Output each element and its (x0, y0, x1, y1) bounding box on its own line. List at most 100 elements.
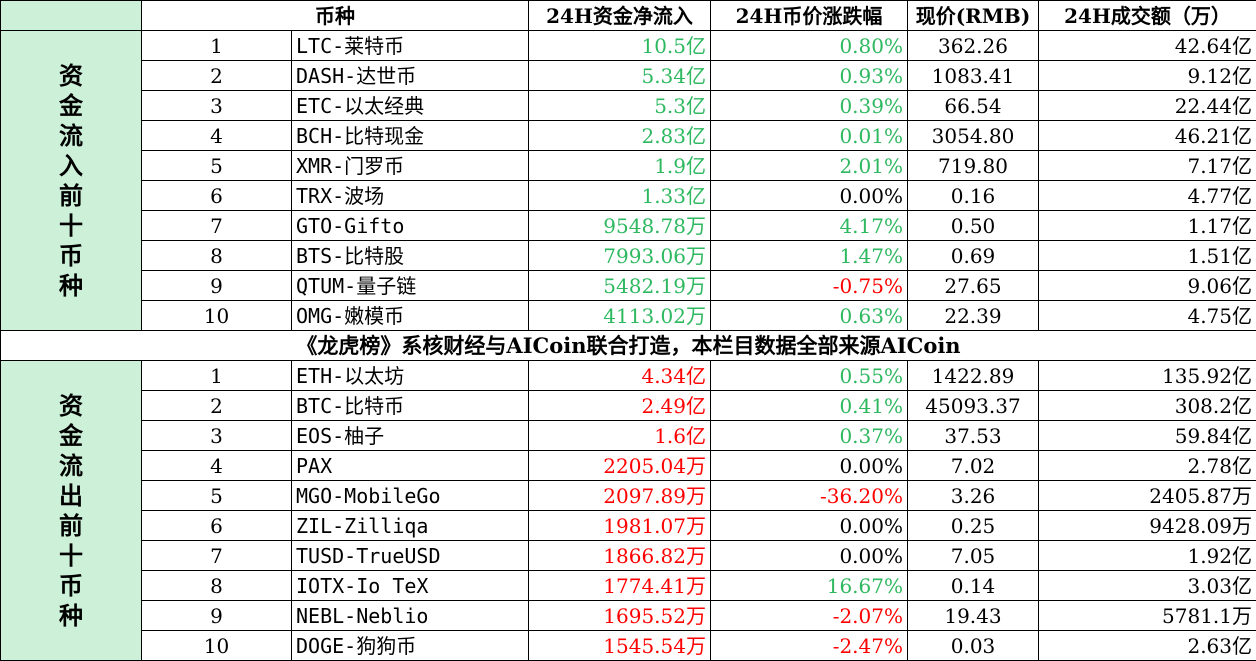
table-row: 7 GTO-Gifto 9548.78万 4.17% 0.50 1.17亿 (1, 210, 1256, 241)
price-cell: 719.80 (907, 150, 1039, 181)
price-cell: 27.65 (907, 270, 1039, 301)
volume-cell: 1.17亿 (1038, 210, 1256, 241)
table-row: 4 BCH-比特现金 2.83亿 0.01% 3054.80 46.21亿 (1, 120, 1256, 151)
change-cell: -2.07% (710, 600, 908, 631)
price-cell: 1083.41 (907, 60, 1039, 91)
flow-cell: 9548.78万 (528, 210, 711, 241)
price-cell: 362.26 (907, 30, 1039, 61)
coin-cell: GTO-Gifto (291, 210, 529, 241)
rank-cell: 5 (141, 150, 292, 181)
flow-cell: 5482.19万 (528, 270, 711, 301)
coin-cell: EOS-柚子 (291, 420, 529, 451)
change-cell: 1.47% (710, 240, 908, 271)
flow-cell: 5.3亿 (528, 90, 711, 121)
header-price: 现价(RMB) (907, 0, 1039, 31)
coin-cell: BCH-比特现金 (291, 120, 529, 151)
flow-cell: 2205.04万 (528, 450, 711, 481)
volume-cell: 1.51亿 (1038, 240, 1256, 271)
price-cell: 66.54 (907, 90, 1039, 121)
table-row: 9 QTUM-量子链 5482.19万 -0.75% 27.65 9.06亿 (1, 270, 1256, 301)
flow-cell: 1.9亿 (528, 150, 711, 181)
table-row: 资金流入前十币种 1 LTC-莱特币 10.5亿 0.80% 362.26 42.64亿 (0, 30, 1256, 331)
table-row: 5 MGO-MobileGo 2097.89万 -36.20% 3.26 2405.87万 (1, 480, 1256, 511)
flow-cell: 7993.06万 (528, 240, 711, 271)
table-row: 6 ZIL-Zilliqa 1981.07万 0.00% 0.25 9428.09万 (1, 510, 1256, 541)
coin-cell: LTC-莱特币 (291, 30, 529, 61)
corner-cell (0, 0, 142, 31)
table-row: 4 PAX 2205.04万 0.00% 7.02 2.78亿 (1, 450, 1256, 481)
coin-cell: BTC-比特币 (291, 390, 529, 421)
rank-cell: 2 (141, 60, 292, 91)
table-row: 6 TRX-波场 1.33亿 0.00% 0.16 4.77亿 (1, 180, 1256, 211)
price-cell: 0.16 (907, 180, 1039, 211)
rank-cell: 10 (141, 630, 292, 661)
rank-cell: 2 (141, 390, 292, 421)
volume-cell: 7.17亿 (1038, 150, 1256, 181)
price-cell: 37.53 (907, 420, 1039, 451)
rank-cell: 10 (141, 300, 292, 331)
change-cell: 0.37% (710, 420, 908, 451)
change-cell: 16.67% (710, 570, 908, 601)
volume-cell: 2.78亿 (1038, 450, 1256, 481)
outflow-section: 资金流出前十币种 1 ETH-以太坊 4.34亿 0.55% 1422.89 135.92亿… (0, 360, 1256, 661)
price-cell: 0.14 (907, 570, 1039, 601)
header-volume: 24H成交额（万） (1038, 0, 1256, 31)
flow-cell: 4.34亿 (528, 360, 711, 391)
change-cell: 4.17% (710, 210, 908, 241)
flow-cell: 1774.41万 (528, 570, 711, 601)
change-cell: 0.01% (710, 120, 908, 151)
flow-cell: 5.34亿 (528, 60, 711, 91)
volume-cell: 2405.87万 (1038, 480, 1256, 511)
header-inflow: 24H资金净流入 (528, 0, 711, 31)
coin-cell: DOGE-狗狗币 (291, 630, 529, 661)
price-cell: 45093.37 (907, 390, 1039, 421)
table-row: 5 XMR-门罗币 1.9亿 2.01% 719.80 7.17亿 (1, 150, 1256, 181)
coin-cell: OMG-嫩模币 (291, 300, 529, 331)
flow-cell: 10.5亿 (528, 30, 711, 61)
flow-cell: 1.6亿 (528, 420, 711, 451)
header-coin: 币种 (141, 0, 529, 31)
table-row: 10 OMG-嫩模币 4113.02万 0.63% 22.39 4.75亿 (1, 300, 1256, 331)
volume-cell: 5781.1万 (1038, 600, 1256, 631)
volume-cell: 9.12亿 (1038, 60, 1256, 91)
coin-cell: NEBL-Neblio (291, 600, 529, 631)
price-cell: 0.03 (907, 630, 1039, 661)
coin-cell: DASH-达世币 (291, 60, 529, 91)
price-cell: 19.43 (907, 600, 1039, 631)
coin-cell: ZIL-Zilliqa (291, 510, 529, 541)
rank-cell: 9 (141, 270, 292, 301)
rank-cell: 1 (141, 360, 292, 391)
volume-cell: 9.06亿 (1038, 270, 1256, 301)
coin-cell: PAX (291, 450, 529, 481)
flow-cell: 1981.07万 (528, 510, 711, 541)
rank-cell: 3 (141, 420, 292, 451)
flow-cell: 2.83亿 (528, 120, 711, 151)
table-row: 3 EOS-柚子 1.6亿 0.37% 37.53 59.84亿 (1, 420, 1256, 451)
rank-cell: 4 (141, 450, 292, 481)
banner-row: 《龙虎榜》系核财经与AICoin联合打造，本栏目数据全部来源AICoin (0, 330, 1256, 361)
banner-text: 《龙虎榜》系核财经与AICoin联合打造，本栏目数据全部来源AICoin (0, 330, 1256, 361)
volume-cell: 1.92亿 (1038, 540, 1256, 571)
rank-cell: 7 (141, 210, 292, 241)
volume-cell: 22.44亿 (1038, 90, 1256, 121)
rank-cell: 6 (141, 180, 292, 211)
rank-cell: 8 (141, 240, 292, 271)
price-cell: 3.26 (907, 480, 1039, 511)
coin-cell: BTS-比特股 (291, 240, 529, 271)
price-cell: 7.02 (907, 450, 1039, 481)
volume-cell: 3.03亿 (1038, 570, 1256, 601)
change-cell: 0.00% (710, 450, 908, 481)
flow-cell: 1545.54万 (528, 630, 711, 661)
volume-cell: 42.64亿 (1038, 30, 1256, 61)
table-row: 10 DOGE-狗狗币 1545.54万 -2.47% 0.03 2.63亿 (1, 630, 1256, 661)
coin-cell: XMR-门罗币 (291, 150, 529, 181)
change-cell: 0.00% (710, 510, 908, 541)
volume-cell: 46.21亿 (1038, 120, 1256, 151)
rank-cell: 3 (141, 90, 292, 121)
flow-cell: 2.49亿 (528, 390, 711, 421)
volume-cell: 308.2亿 (1038, 390, 1256, 421)
table-row: 7 TUSD-TrueUSD 1866.82万 0.00% 7.05 1.92亿 (1, 540, 1256, 571)
rank-cell: 5 (141, 480, 292, 511)
rank-cell: 9 (141, 600, 292, 631)
